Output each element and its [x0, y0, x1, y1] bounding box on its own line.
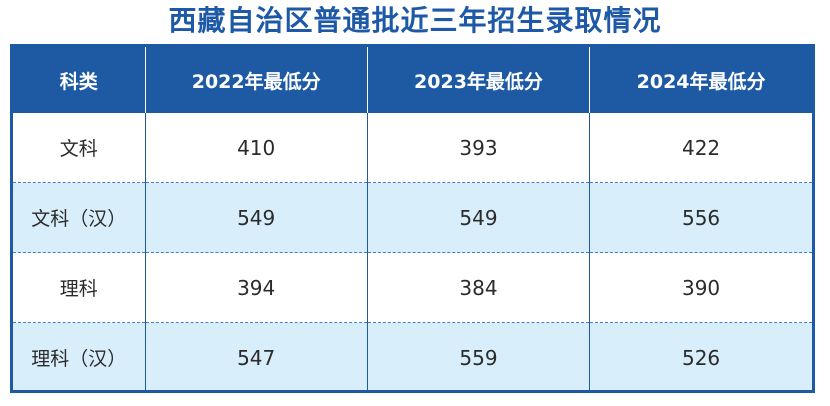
- score-2024-cell: 556: [589, 182, 812, 253]
- header-2023: 2023年最低分: [366, 47, 590, 113]
- page-title: 西藏自治区普通批近三年招生录取情况: [168, 4, 662, 37]
- table-frame: 科类 2022年最低分 2023年最低分 2024年最低分 文科 410 393…: [10, 44, 815, 393]
- score-2024-cell: 390: [589, 252, 812, 323]
- table-body: 文科 410 393 422 文科（汉） 549 549 556 理科 394 …: [13, 113, 812, 390]
- table-row: 理科 394 384 390: [13, 252, 812, 323]
- table-row: 文科（汉） 549 549 556: [13, 182, 812, 253]
- category-cell: 理科: [13, 252, 145, 323]
- category-cell: 文科（汉）: [13, 182, 145, 253]
- score-2024-cell: 526: [589, 322, 812, 390]
- score-table: 科类 2022年最低分 2023年最低分 2024年最低分 文科 410 393…: [13, 47, 812, 390]
- score-2022-cell: 547: [144, 322, 368, 390]
- header-row: 科类 2022年最低分 2023年最低分 2024年最低分: [13, 47, 812, 113]
- header-category: 科类: [13, 47, 145, 113]
- score-2022-cell: 410: [144, 113, 368, 183]
- score-2024-cell: 422: [589, 113, 812, 183]
- category-cell: 文科: [13, 113, 145, 183]
- score-2023-cell: 559: [366, 322, 590, 390]
- score-2022-cell: 394: [144, 252, 368, 323]
- table-row: 文科 410 393 422: [13, 113, 812, 183]
- score-2023-cell: 549: [366, 182, 590, 253]
- category-cell: 理科（汉）: [13, 322, 145, 390]
- table-row: 理科（汉） 547 559 526: [13, 322, 812, 390]
- score-2022-cell: 549: [144, 182, 368, 253]
- header-2024: 2024年最低分: [589, 47, 812, 113]
- table-header: 科类 2022年最低分 2023年最低分 2024年最低分: [13, 47, 812, 113]
- score-2023-cell: 393: [366, 113, 590, 183]
- score-2023-cell: 384: [366, 252, 590, 323]
- header-2022: 2022年最低分: [144, 47, 368, 113]
